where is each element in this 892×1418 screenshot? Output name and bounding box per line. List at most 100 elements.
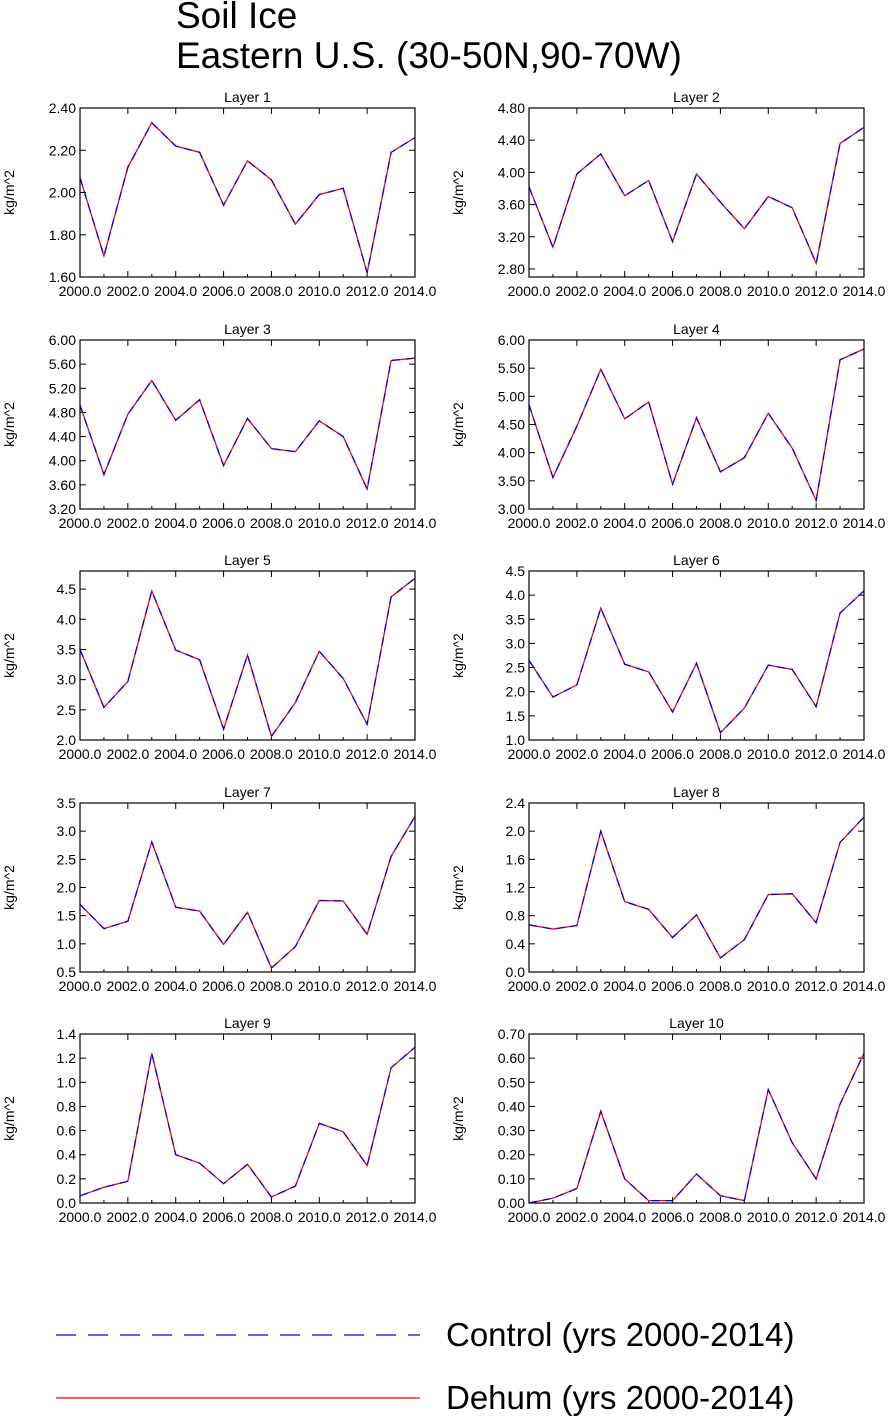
x-tick-label: 2012.0 [795,515,838,531]
panel-title: Layer 6 [673,552,720,568]
series-line-control [529,126,864,266]
x-tick-label: 2014.0 [394,1209,437,1225]
y-tick-label: 0.10 [498,1171,525,1187]
y-tick-label: 3.5 [506,611,526,627]
y-tick-label: 2.0 [57,880,77,896]
y-tick-label: 0.00 [498,1195,525,1211]
panel-title: Layer 1 [224,89,271,105]
y-tick-label: 4.00 [498,164,525,180]
x-tick-label: 2004.0 [154,746,197,762]
y-axis-label: kg/m^2 [1,865,17,910]
main-title: Soil Ice Eastern U.S. (30-50N,90-70W) [176,0,682,76]
title-line-1: Soil Ice [176,0,298,36]
legend-label-dehum: Dehum (yrs 2000-2014) [446,1379,795,1416]
x-tick-label: 2010.0 [747,283,790,299]
chart-panel-layer-1: Layer 1 1.60 1.80 2.00 2.20 2.40 2000.0 2002.0 2… [1,89,437,299]
plot-frame [528,339,865,510]
series-line-control [80,121,415,273]
x-tick-label: 2004.0 [603,746,646,762]
x-tick-label: 2002.0 [555,283,598,299]
y-tick-label: 2.40 [49,100,76,116]
y-tick-label: 4.00 [498,445,525,461]
y-tick-label: 1.2 [57,1050,77,1066]
y-tick-label: 3.0 [506,635,526,651]
plot-area [529,126,864,266]
x-tick-label: 2010.0 [747,978,790,994]
x-tick-label: 2008.0 [250,746,293,762]
y-tick-label: 0.0 [506,964,526,980]
x-tick-label: 2000.0 [508,978,551,994]
y-tick-label: 1.80 [49,227,76,243]
x-tick-label: 2010.0 [298,746,341,762]
y-tick-label: 4.5 [57,581,77,597]
y-tick-label: 1.0 [57,1074,77,1090]
plot-frame [79,1033,416,1204]
panel-title: Layer 3 [224,321,271,337]
x-tick-label: 2012.0 [346,1209,389,1225]
y-tick-label: 0.60 [498,1050,525,1066]
chart-panel-layer-5: Layer 5 2.0 2.5 3.0 3.5 4.0 4.5 2000.0 2002.0 200… [1,552,437,762]
x-tick-label: 2010.0 [298,978,341,994]
y-tick-label: 5.60 [49,356,76,372]
x-tick-label: 2010.0 [747,1209,790,1225]
y-tick-label: 4.5 [506,563,526,579]
y-tick-label: 1.5 [506,708,526,724]
y-tick-label: 2.0 [506,823,526,839]
x-tick-label: 2000.0 [59,283,102,299]
y-tick-label: 4.40 [498,132,525,148]
x-tick-label: 2012.0 [795,283,838,299]
y-tick-label: 4.0 [506,587,526,603]
plot-area [529,1053,864,1203]
plot-area [80,577,415,738]
panel-title: Layer 2 [673,89,720,105]
x-tick-label: 2002.0 [106,1209,149,1225]
chart-panel-layer-7: Layer 7 0.5 1.0 1.5 2.0 2.5 3.0 3.5 2000.0 2002.0… [1,784,437,994]
x-tick-label: 2014.0 [843,1209,886,1225]
plot-area [529,348,864,503]
y-tick-label: 1.2 [506,880,526,896]
y-tick-label: 5.20 [49,380,76,396]
y-tick-label: 2.80 [498,261,525,277]
y-tick-label: 3.00 [498,501,525,517]
y-tick-label: 2.4 [506,795,526,811]
x-tick-label: 2012.0 [346,978,389,994]
plot-frame [79,802,416,973]
y-tick-label: 1.5 [57,908,77,924]
y-axis-label: kg/m^2 [1,1096,17,1141]
panel-title: Layer 7 [224,784,271,800]
x-tick-label: 2014.0 [394,283,437,299]
plot-frame [528,570,865,741]
x-tick-label: 2012.0 [346,515,389,531]
y-tick-label: 3.5 [57,641,77,657]
x-tick-label: 2014.0 [394,515,437,531]
x-tick-label: 2002.0 [106,283,149,299]
legend-label-control: Control (yrs 2000-2014) [446,1316,795,1353]
x-tick-label: 2006.0 [202,515,245,531]
series-line-control [529,1053,864,1203]
y-tick-label: 3.20 [49,501,76,517]
y-tick-label: 5.00 [498,388,525,404]
y-tick-label: 4.0 [57,611,77,627]
y-tick-label: 2.00 [49,185,76,201]
x-tick-label: 2014.0 [394,978,437,994]
plot-frame [79,570,416,741]
y-tick-label: 6.00 [49,332,76,348]
y-tick-label: 0.6 [57,1123,77,1139]
plot-area [80,816,415,970]
y-tick-label: 0.20 [498,1147,525,1163]
x-tick-label: 2008.0 [250,1209,293,1225]
y-tick-label: 0.40 [498,1098,525,1114]
x-tick-label: 2014.0 [843,283,886,299]
x-tick-label: 2006.0 [651,283,694,299]
y-tick-label: 0.5 [57,964,77,980]
y-tick-label: 0.4 [506,936,526,952]
plot-frame [528,1033,865,1204]
x-tick-label: 2008.0 [250,515,293,531]
y-tick-label: 3.60 [49,477,76,493]
y-tick-label: 0.2 [57,1171,77,1187]
panel-title: Layer 9 [224,1015,271,1031]
y-axis-label: kg/m^2 [1,633,17,678]
